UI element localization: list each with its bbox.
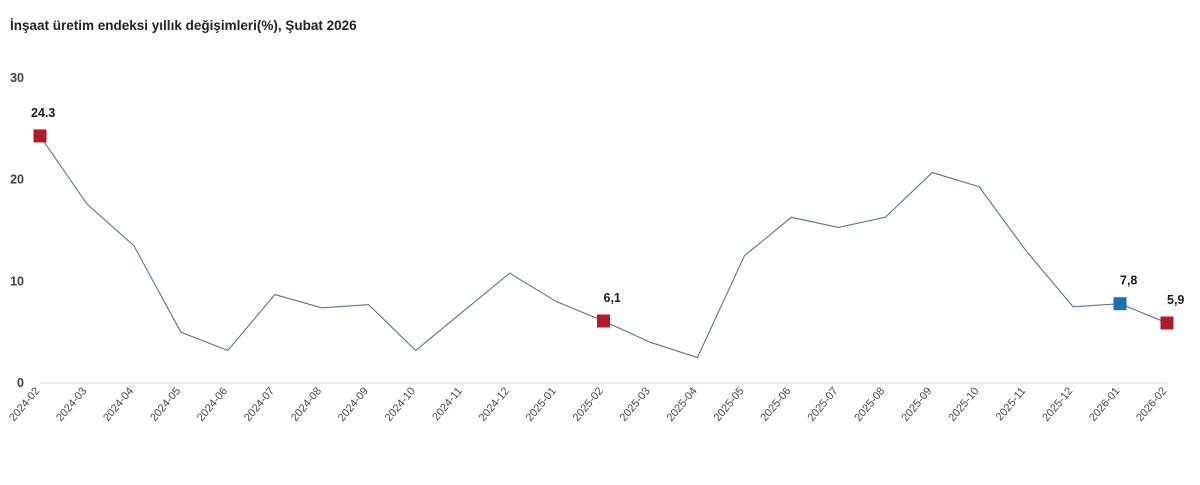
svg-text:2024-03: 2024-03 xyxy=(54,385,89,424)
svg-text:2026-02: 2026-02 xyxy=(1134,385,1169,424)
svg-text:2025-01: 2025-01 xyxy=(524,385,559,424)
svg-text:2024-06: 2024-06 xyxy=(195,385,230,424)
svg-text:5,9: 5,9 xyxy=(1167,293,1184,307)
svg-text:2024-05: 2024-05 xyxy=(148,385,183,424)
svg-text:10: 10 xyxy=(10,274,24,288)
svg-text:24.3: 24.3 xyxy=(31,106,55,120)
svg-text:6,1: 6,1 xyxy=(604,291,621,305)
svg-text:0: 0 xyxy=(17,376,24,390)
svg-text:2025-06: 2025-06 xyxy=(758,385,793,424)
svg-text:20: 20 xyxy=(10,173,24,187)
svg-text:2024-11: 2024-11 xyxy=(430,385,465,423)
svg-text:7,8: 7,8 xyxy=(1120,274,1137,288)
svg-text:2025-10: 2025-10 xyxy=(946,385,981,424)
svg-text:2025-03: 2025-03 xyxy=(618,385,653,424)
svg-text:2025-05: 2025-05 xyxy=(712,385,747,424)
svg-text:2024-07: 2024-07 xyxy=(242,385,277,424)
svg-text:2025-09: 2025-09 xyxy=(899,385,934,424)
svg-text:2025-11: 2025-11 xyxy=(994,385,1029,423)
svg-text:2025-04: 2025-04 xyxy=(665,385,700,424)
svg-text:2024-10: 2024-10 xyxy=(383,385,418,424)
svg-text:2025-08: 2025-08 xyxy=(852,385,887,424)
svg-text:2026-01: 2026-01 xyxy=(1087,385,1122,424)
svg-text:2024-02: 2024-02 xyxy=(7,385,42,424)
svg-text:2024-09: 2024-09 xyxy=(336,385,371,424)
svg-text:2025-12: 2025-12 xyxy=(1040,385,1075,424)
svg-text:2024-12: 2024-12 xyxy=(477,385,512,424)
svg-text:30: 30 xyxy=(10,71,24,85)
svg-text:2025-07: 2025-07 xyxy=(805,385,840,424)
svg-text:2024-08: 2024-08 xyxy=(289,385,324,424)
svg-text:2025-02: 2025-02 xyxy=(571,385,606,424)
svg-text:2024-04: 2024-04 xyxy=(101,385,136,424)
